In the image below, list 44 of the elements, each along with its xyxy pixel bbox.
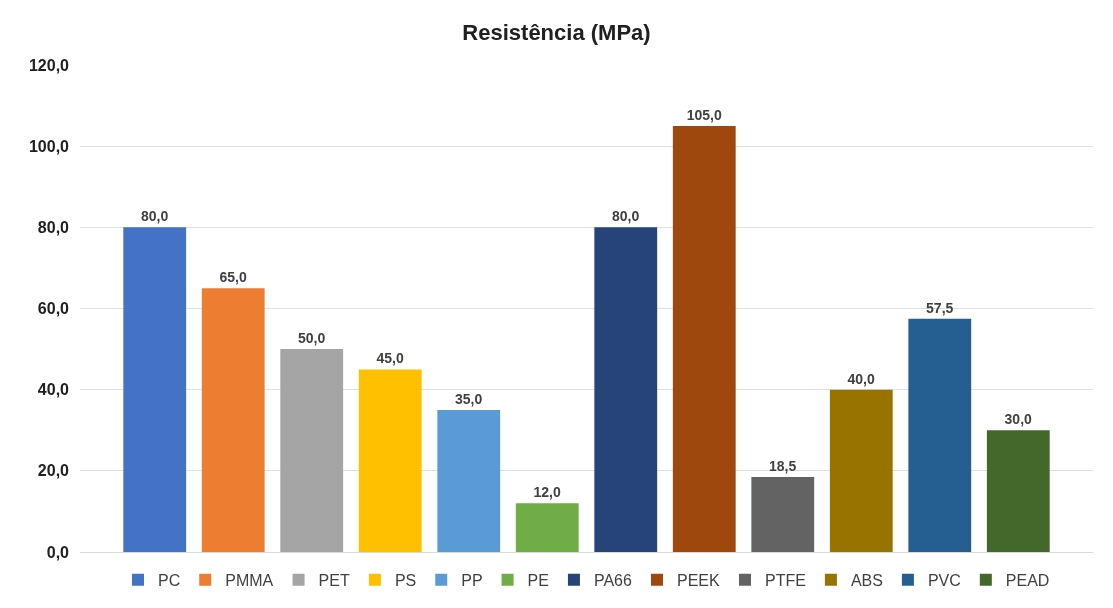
legend-label: PET bbox=[318, 571, 350, 589]
legend-label: PVC bbox=[927, 571, 961, 589]
data-label: 105,0 bbox=[686, 106, 722, 123]
bar bbox=[751, 476, 815, 552]
data-label: 57,5 bbox=[926, 299, 954, 316]
bar bbox=[280, 349, 344, 552]
data-label: 12,0 bbox=[533, 484, 561, 501]
bar bbox=[201, 288, 265, 552]
legend-label: PS bbox=[394, 571, 417, 589]
y-tick-label: 20,0 bbox=[37, 462, 70, 480]
data-label: 65,0 bbox=[219, 269, 247, 286]
legend-label: PE bbox=[527, 571, 549, 589]
bar bbox=[594, 227, 658, 552]
legend-label: PA66 bbox=[593, 571, 632, 589]
bar bbox=[123, 227, 187, 552]
y-tick-label: 100,0 bbox=[28, 137, 70, 155]
data-label: 50,0 bbox=[297, 330, 326, 347]
bar bbox=[986, 430, 1050, 552]
y-tick-label: 40,0 bbox=[37, 381, 70, 399]
bar bbox=[672, 125, 736, 552]
bar bbox=[358, 369, 422, 552]
legend-label: PC bbox=[158, 571, 181, 589]
legend-label: PP bbox=[461, 571, 483, 589]
legend-label: PMMA bbox=[225, 571, 274, 589]
legend-label: PEEK bbox=[676, 571, 721, 589]
bar bbox=[437, 409, 501, 552]
y-tick-label: 0,0 bbox=[46, 543, 70, 561]
data-label: 35,0 bbox=[455, 390, 483, 407]
data-label: 80,0 bbox=[612, 208, 640, 225]
data-label: 18,5 bbox=[769, 457, 797, 474]
legend-label: PTFE bbox=[765, 571, 806, 589]
bar bbox=[515, 503, 579, 552]
legend-label: ABS bbox=[850, 571, 883, 589]
legend-label: PEAD bbox=[1005, 571, 1050, 589]
chart-title: Resistência (MPa) bbox=[462, 19, 651, 45]
data-label: 30,0 bbox=[1004, 411, 1033, 428]
y-tick-label: 120,0 bbox=[28, 56, 70, 74]
data-label: 40,0 bbox=[847, 370, 876, 387]
data-label: 45,0 bbox=[376, 350, 404, 367]
y-tick-label: 80,0 bbox=[37, 218, 70, 236]
bar bbox=[829, 389, 893, 552]
data-label: 80,0 bbox=[140, 208, 169, 225]
y-tick-label: 60,0 bbox=[37, 300, 70, 318]
bar bbox=[908, 318, 972, 552]
